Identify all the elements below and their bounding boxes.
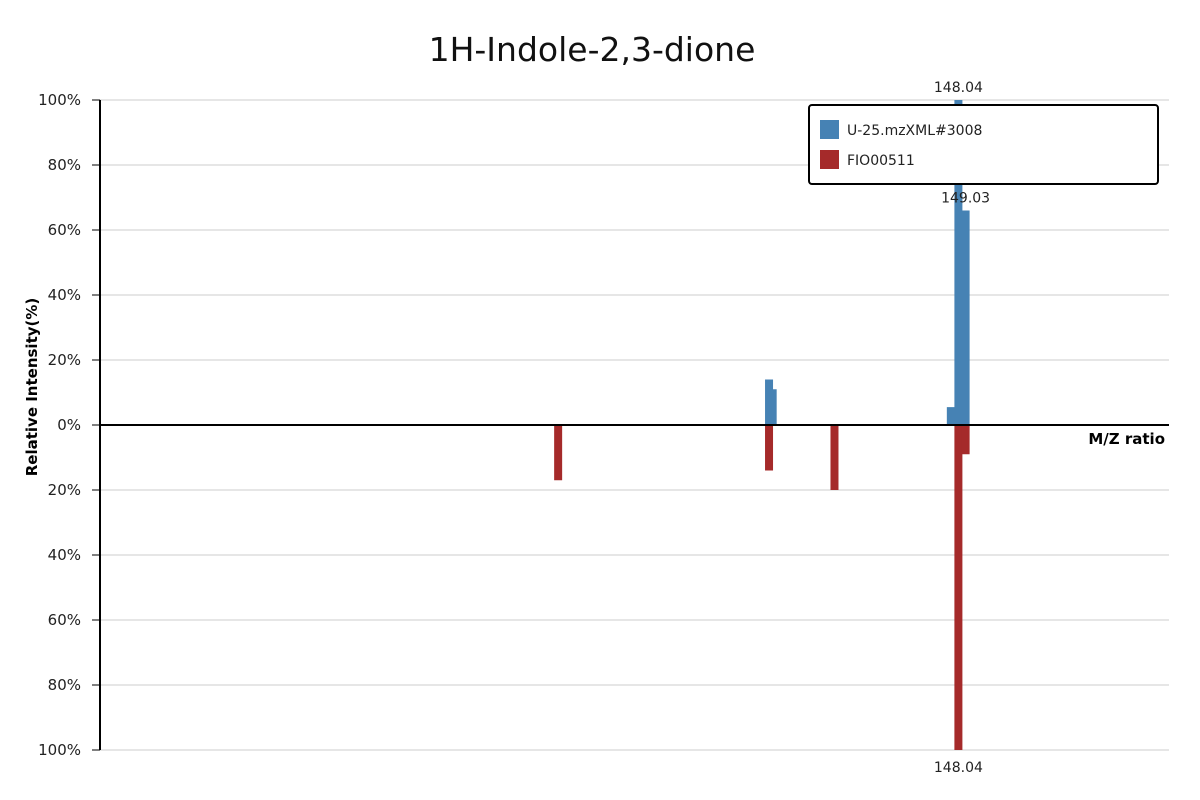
y-tick-label: 100% <box>38 741 81 759</box>
x-axis-label: M/Z ratio <box>1088 430 1165 448</box>
query-peak-bar <box>768 389 777 425</box>
legend-swatch <box>820 120 839 139</box>
y-tick-label: 0% <box>57 416 81 434</box>
reference-peak-bar <box>765 425 774 471</box>
chart-title: 1H-Indole-2,3-dione <box>429 30 756 69</box>
reference-peak-bar <box>830 425 839 490</box>
query-peak-bar <box>946 407 955 425</box>
y-tick-label: 100% <box>38 91 81 109</box>
legend-label: FIO00511 <box>847 153 915 169</box>
peak-label: 148.04 <box>934 760 983 776</box>
legend: U-25.mzXML#3008 FIO00511 <box>808 104 1159 185</box>
spectrum-bars <box>554 100 970 750</box>
y-tick-label: 20% <box>48 481 81 499</box>
y-tick-label: 40% <box>48 546 81 564</box>
y-tick-label: 60% <box>48 611 81 629</box>
reference-peak-bar <box>554 425 563 481</box>
y-tick-label: 80% <box>48 156 81 174</box>
reference-peak-bar <box>961 425 970 455</box>
y-tick-label: 60% <box>48 221 81 239</box>
y-tick-label: 40% <box>48 286 81 304</box>
y-tick-label: 20% <box>48 351 81 369</box>
query-peak-bar <box>954 100 963 425</box>
reference-peak-bar <box>954 425 963 750</box>
legend-box <box>808 104 1159 185</box>
grid-lines <box>100 99 1169 751</box>
legend-label: U-25.mzXML#3008 <box>847 123 982 139</box>
peak-label: 149.03 <box>941 191 990 207</box>
legend-swatch <box>820 150 839 169</box>
y-axis-label: Relative Intensity(%) <box>23 298 41 477</box>
peak-labels: 148.04 149.03 148.04 <box>934 80 990 776</box>
peak-label: 148.04 <box>934 80 983 96</box>
y-tick-label: 80% <box>48 676 81 694</box>
y-axis-ticks: 100% 80% 60% 40% 20% 0% 20% 40% 60% 80% 100% <box>38 91 100 759</box>
query-peak-bar <box>961 210 970 425</box>
